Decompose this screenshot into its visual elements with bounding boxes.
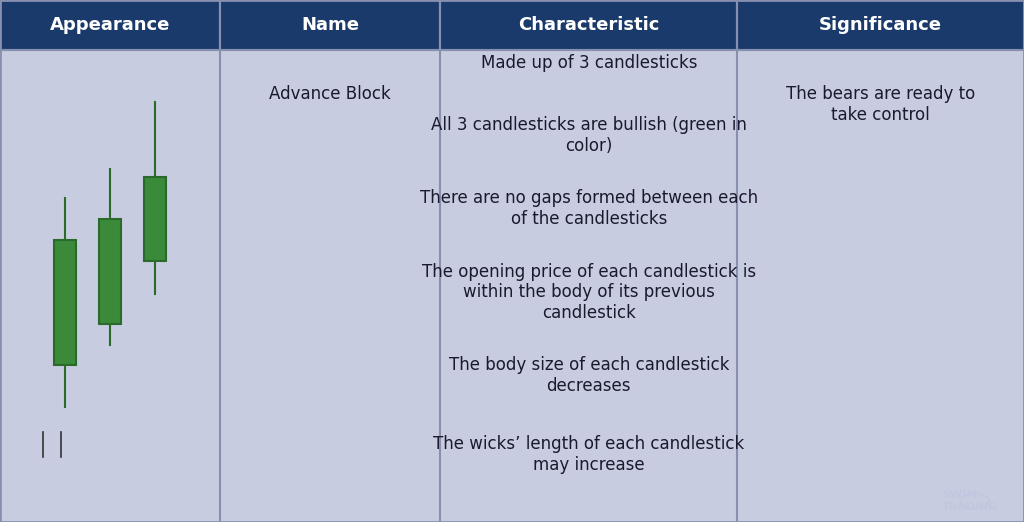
Text: SWIM
TRADING: SWIM TRADING <box>942 490 998 512</box>
Text: Characteristic: Characteristic <box>518 16 659 34</box>
Bar <box>0 0 220 50</box>
Text: Advance Block: Advance Block <box>269 85 391 103</box>
Text: The wicks’ length of each candlestick
may increase: The wicks’ length of each candlestick ma… <box>433 435 744 473</box>
Text: Significance: Significance <box>819 16 942 34</box>
Text: The body size of each candlestick
decreases: The body size of each candlestick decrea… <box>449 357 729 395</box>
Text: All 3 candlesticks are bullish (green in
color): All 3 candlesticks are bullish (green in… <box>431 116 746 155</box>
Text: The opening price of each candlestick is
within the body of its previous
candles: The opening price of each candlestick is… <box>422 263 756 322</box>
Bar <box>220 0 440 50</box>
Bar <box>54 240 77 365</box>
Bar <box>440 0 737 50</box>
Text: Name: Name <box>301 16 359 34</box>
Bar <box>737 0 1024 50</box>
Text: Made up of 3 candlesticks: Made up of 3 candlesticks <box>480 54 697 72</box>
Bar <box>143 177 166 261</box>
Text: There are no gaps formed between each
of the candlesticks: There are no gaps formed between each of… <box>420 189 758 228</box>
Text: Appearance: Appearance <box>50 16 170 34</box>
Bar <box>99 219 121 324</box>
Text: The bears are ready to
take control: The bears are ready to take control <box>786 85 975 124</box>
